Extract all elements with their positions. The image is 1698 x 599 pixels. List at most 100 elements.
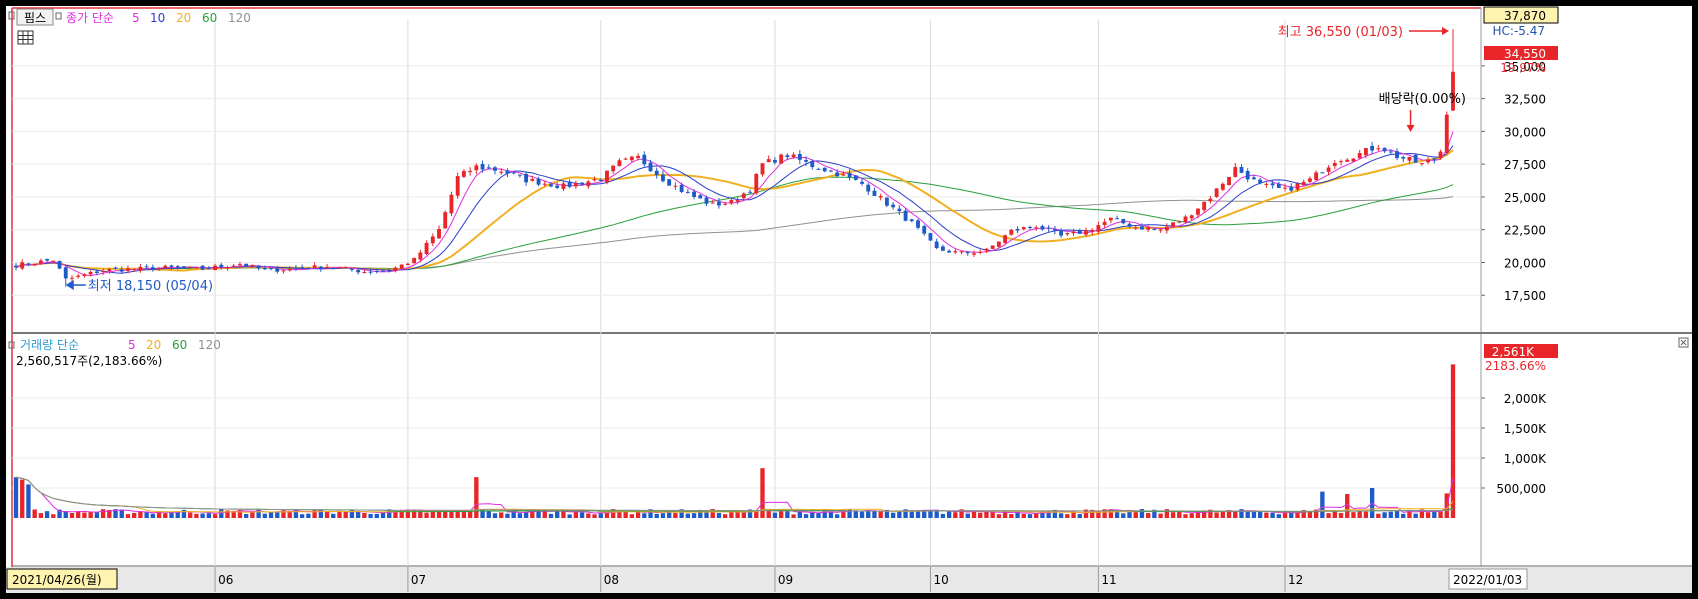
candle-body [990, 245, 995, 249]
volume-bar [1127, 510, 1132, 518]
candle-body [735, 200, 740, 202]
volume-bar [1133, 511, 1138, 518]
volume-bar [206, 513, 212, 518]
volume-legend-period: 20 [146, 338, 161, 352]
candle-body [250, 265, 255, 267]
volume-bar [859, 511, 865, 518]
volume-bar [1432, 511, 1437, 518]
candle-body [238, 264, 242, 266]
candlestick-chart[interactable]: 35,000 32,500 30,000 27,500 25,000 22,500 20,0… [6, 6, 1692, 593]
candle-body [1133, 227, 1138, 229]
volume-bar [772, 512, 778, 518]
volume-bar [611, 509, 616, 518]
volume-tick-label: 1,000K [1504, 452, 1547, 466]
volume-bar [965, 513, 970, 518]
volume-bar [586, 513, 591, 518]
legend-square-icon [8, 11, 15, 20]
candle-body [356, 269, 361, 273]
candle-body [1363, 148, 1368, 156]
candle-body [281, 270, 286, 272]
ma10-line [15, 145, 1454, 274]
candle-body [779, 154, 784, 164]
volume-bar [1282, 511, 1288, 518]
candle-body [269, 268, 273, 270]
candle-body [760, 163, 765, 175]
candle-body [978, 251, 983, 253]
x-tick-label: 12 [1288, 573, 1303, 587]
candle-body [101, 270, 106, 272]
grid-table-icon [17, 30, 34, 45]
candle-body [586, 181, 591, 187]
volume-bar [163, 513, 168, 518]
candle-body [1171, 222, 1175, 227]
candle-body [1183, 216, 1188, 223]
candle-body [1009, 229, 1014, 235]
candle-body [754, 174, 759, 194]
volume-bar [1270, 512, 1275, 518]
volume-bar [1239, 509, 1244, 518]
candle-body [1140, 226, 1144, 230]
volume-bar [878, 510, 883, 518]
candle-body [1084, 230, 1088, 235]
current-price-box [1484, 46, 1558, 60]
close-pane-icon-x [1680, 339, 1687, 346]
volume-bar [331, 513, 336, 518]
volume-readout: 2,560,517주(2,183.66%) [16, 354, 162, 368]
volume-bar [1295, 512, 1300, 518]
candle-body [685, 191, 690, 193]
symbol-tag-box [16, 8, 54, 26]
volume-bar [57, 509, 62, 518]
volume-bar [1114, 509, 1120, 518]
candle-body [1040, 226, 1045, 230]
candle-body [841, 174, 846, 176]
candle-body [555, 185, 560, 188]
candle-body [984, 248, 989, 251]
candle-body [1314, 172, 1319, 180]
volume-bar [816, 512, 821, 518]
volume-bar [411, 509, 417, 518]
candle-body [1307, 178, 1312, 182]
volume-bar [803, 514, 809, 518]
volume-bar [598, 513, 603, 518]
volume-bar [785, 510, 790, 518]
candle-body [1034, 227, 1039, 229]
candle-body [617, 160, 622, 167]
volume-bar [747, 509, 753, 518]
candle-body [20, 262, 25, 269]
candle-body [505, 170, 510, 174]
volume-bar [1195, 511, 1201, 518]
candle-body [884, 197, 889, 206]
candle-body [387, 270, 392, 272]
candle-body [300, 267, 305, 269]
volume-bar [928, 510, 933, 518]
volume-bar [1065, 514, 1070, 518]
volume-bar [362, 512, 367, 518]
volume-bar [194, 513, 199, 518]
candle-body [38, 260, 43, 264]
volume-bar [467, 511, 473, 518]
candle-body [126, 268, 130, 271]
price-tick-label: 17,500 [1504, 289, 1546, 303]
volume-bar [63, 511, 68, 518]
volume-bar [791, 514, 796, 518]
candle-body [1370, 145, 1375, 151]
volume-bar [760, 468, 765, 518]
volume-current-box [1484, 344, 1558, 358]
x-tick-label: 2021/04/26(월) [12, 573, 102, 587]
candle-body [349, 268, 354, 270]
volume-bar [1058, 513, 1064, 518]
candle-body [132, 269, 137, 271]
volume-bar [94, 512, 100, 518]
volume-bar [698, 509, 703, 518]
candle-body [480, 164, 485, 170]
volume-bar [1121, 513, 1126, 518]
price-tick-label: 20,000 [1504, 256, 1546, 270]
price-tick-label: 32,500 [1504, 93, 1546, 107]
candle-body [623, 158, 628, 160]
candle-body [573, 183, 578, 187]
candle-body [828, 170, 833, 172]
volume-bar [592, 514, 597, 518]
volume-bar [1276, 514, 1281, 518]
volume-bar [237, 509, 243, 518]
candle-body [1021, 227, 1026, 230]
